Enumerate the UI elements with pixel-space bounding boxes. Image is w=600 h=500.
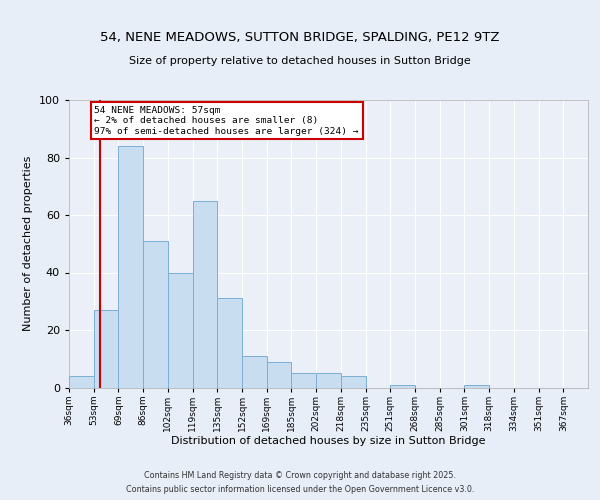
- Y-axis label: Number of detached properties: Number of detached properties: [23, 156, 34, 332]
- Bar: [94, 310, 118, 388]
- X-axis label: Distribution of detached houses by size in Sutton Bridge: Distribution of detached houses by size …: [171, 436, 486, 446]
- Bar: [242, 356, 267, 388]
- Bar: [69, 376, 94, 388]
- Bar: [464, 384, 489, 388]
- Bar: [292, 373, 316, 388]
- Bar: [341, 376, 365, 388]
- Text: Contains HM Land Registry data © Crown copyright and database right 2025.: Contains HM Land Registry data © Crown c…: [144, 472, 456, 480]
- Text: Size of property relative to detached houses in Sutton Bridge: Size of property relative to detached ho…: [129, 56, 471, 66]
- Bar: [390, 384, 415, 388]
- Bar: [118, 146, 143, 388]
- Bar: [267, 362, 292, 388]
- Bar: [193, 200, 217, 388]
- Bar: [316, 373, 341, 388]
- Bar: [168, 272, 193, 388]
- Bar: [217, 298, 242, 388]
- Text: 54 NENE MEADOWS: 57sqm
← 2% of detached houses are smaller (8)
97% of semi-detac: 54 NENE MEADOWS: 57sqm ← 2% of detached …: [94, 106, 359, 136]
- Text: 54, NENE MEADOWS, SUTTON BRIDGE, SPALDING, PE12 9TZ: 54, NENE MEADOWS, SUTTON BRIDGE, SPALDIN…: [100, 31, 500, 44]
- Bar: [143, 241, 168, 388]
- Text: Contains public sector information licensed under the Open Government Licence v3: Contains public sector information licen…: [126, 484, 474, 494]
